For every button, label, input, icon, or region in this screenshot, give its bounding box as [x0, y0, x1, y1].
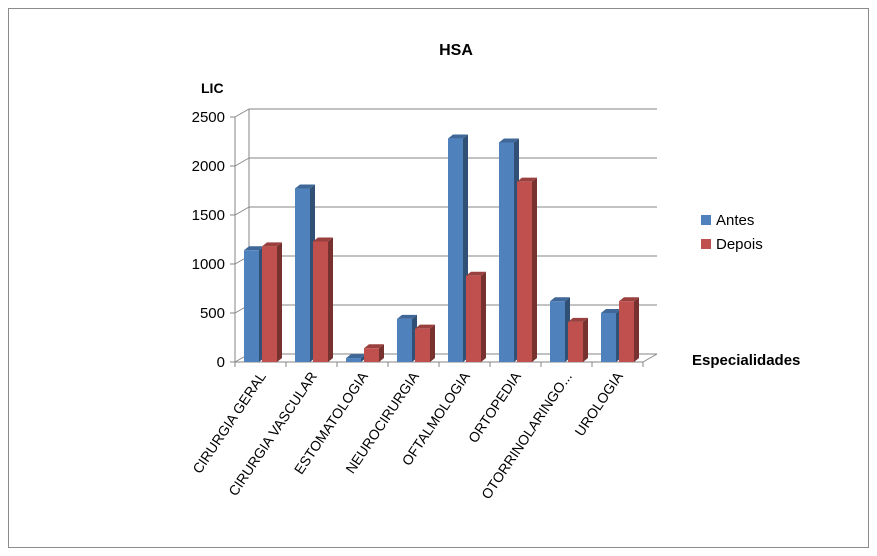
bar-top — [313, 237, 333, 242]
bar-top — [262, 242, 282, 247]
bar-side — [430, 324, 435, 362]
bar-top — [466, 271, 486, 276]
bar-front — [364, 348, 379, 362]
category-label: CIRURGIA VASCULAR — [225, 369, 320, 499]
bar-front — [244, 250, 259, 362]
bar-top — [619, 297, 639, 302]
bar-front — [601, 313, 616, 362]
bar-front — [415, 328, 430, 362]
legend-label-antes: Antes — [716, 212, 754, 229]
x-axis-label: Especialidades — [692, 352, 800, 369]
bar-front — [262, 246, 277, 362]
bars — [244, 134, 639, 362]
legend-label-depois: Depois — [716, 236, 763, 253]
bar-depois-1 — [262, 242, 282, 362]
bar-depois-2 — [313, 237, 333, 362]
bar-front — [313, 241, 328, 362]
y-tick-label: 0 — [217, 354, 225, 371]
side-gridline — [234, 108, 250, 118]
category-label: OTORRINOLARINGO... — [478, 369, 575, 502]
category-label: ORTOPEDIA — [465, 368, 524, 445]
bar-depois-4 — [415, 324, 435, 362]
side-gridline — [234, 206, 250, 216]
y-tick-label: 2500 — [192, 109, 225, 126]
bar-top — [517, 177, 537, 182]
bar-antes-7 — [550, 297, 570, 362]
bar-depois-5 — [466, 271, 486, 362]
bar-side — [379, 344, 384, 362]
bar-side — [532, 177, 537, 362]
y-tick-label: 1500 — [192, 207, 225, 224]
bar-top — [295, 184, 315, 189]
y-tick-label: 2000 — [192, 158, 225, 175]
floor-edge — [642, 353, 658, 363]
bar-side — [481, 271, 486, 362]
bar-depois-7 — [568, 317, 588, 362]
bar-top — [448, 134, 468, 139]
bar-front — [397, 318, 412, 362]
bar-top — [364, 344, 384, 349]
bar-side — [277, 242, 282, 362]
bar-front — [499, 142, 514, 362]
bar-top — [550, 297, 570, 302]
y-tick-label: 1000 — [192, 256, 225, 273]
bar-antes-1 — [244, 246, 264, 362]
side-gridline — [234, 157, 250, 167]
bar-front — [448, 138, 463, 362]
category-label: UROLOGIA — [571, 368, 626, 439]
bar-top — [346, 354, 366, 359]
bar-depois-6 — [517, 177, 537, 362]
bar-top — [397, 314, 417, 319]
chart-title: HSA — [439, 42, 473, 59]
bar-top — [601, 309, 621, 313]
bar-side — [328, 237, 333, 362]
bar-antes-8 — [601, 309, 621, 362]
bar-top — [499, 138, 519, 143]
bar-front — [466, 275, 481, 362]
y-tick-label: 500 — [200, 305, 225, 322]
bar-front — [568, 321, 583, 362]
bar-antes-3 — [346, 354, 366, 362]
bar-depois-3 — [364, 344, 384, 362]
chart-area: HSA LIC Especialidades 0 500 1000 1500 2000 2… — [8, 8, 869, 548]
bar-antes-6 — [499, 138, 519, 362]
legend: Antes Depois — [701, 212, 763, 253]
bar-depois-8 — [619, 297, 639, 362]
bar-front — [517, 181, 532, 362]
chart-svg: HSA LIC Especialidades 0 500 1000 1500 2000 2… — [189, 42, 800, 502]
bar-front — [346, 358, 361, 362]
bar-top — [244, 246, 264, 251]
bar-antes-2 — [295, 184, 315, 362]
bar-side — [634, 297, 639, 362]
bar-top — [415, 324, 435, 329]
bar-side — [583, 317, 588, 362]
bar-front — [295, 188, 310, 362]
bar-antes-5 — [448, 134, 468, 362]
bar-top — [568, 317, 588, 322]
bar-front — [550, 301, 565, 362]
legend-swatch-antes — [701, 215, 711, 225]
bar-antes-4 — [397, 314, 417, 362]
y-axis-label: LIC — [201, 80, 224, 96]
bar-front — [619, 301, 634, 362]
legend-swatch-depois — [701, 239, 711, 249]
